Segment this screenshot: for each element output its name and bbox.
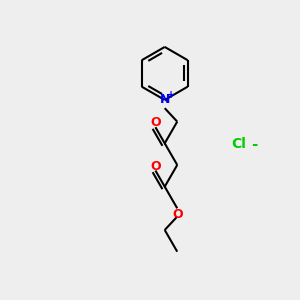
Text: O: O: [151, 116, 161, 129]
Text: +: +: [167, 90, 175, 100]
Text: -: -: [251, 136, 258, 152]
Text: Cl: Cl: [231, 137, 246, 151]
Text: O: O: [172, 208, 182, 221]
Text: N: N: [160, 93, 170, 106]
Text: O: O: [151, 160, 161, 173]
